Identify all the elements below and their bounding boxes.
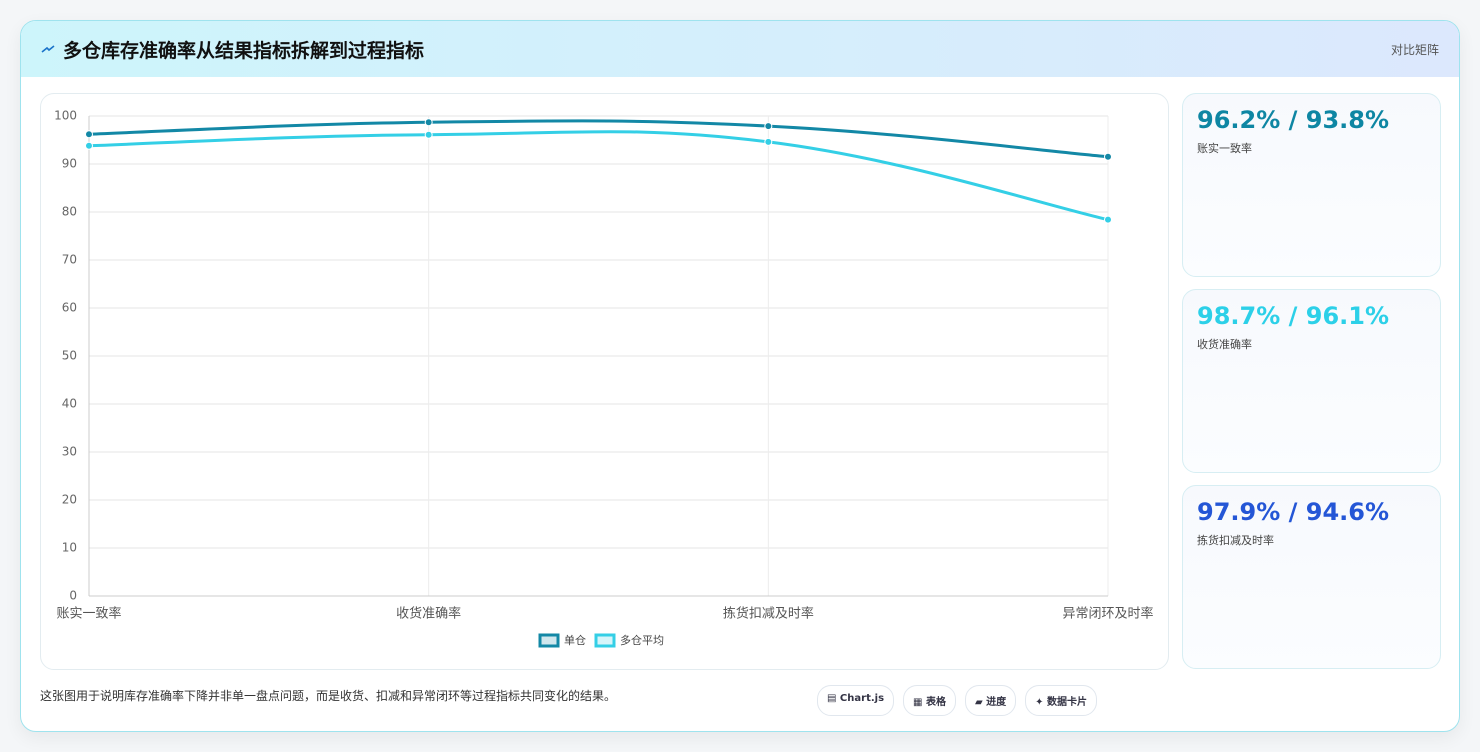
y-tick-label: 10 xyxy=(62,541,77,555)
series-line xyxy=(88,119,1109,159)
kpi-value: 98.7% / 96.1% xyxy=(1197,302,1389,330)
y-tick-label: 50 xyxy=(62,349,77,363)
chip[interactable]: ▰ 进度 xyxy=(964,685,1017,716)
point xyxy=(764,137,773,146)
kpi-label: 账实一致率 xyxy=(1197,142,1252,155)
series-line xyxy=(88,130,1109,222)
x-tick-label: 拣货扣减及时率 xyxy=(723,606,814,622)
chip[interactable]: ✦ 数据卡片 xyxy=(1025,685,1098,716)
y-tick-label: 20 xyxy=(62,493,77,507)
legend-label: 多仓平均 xyxy=(620,633,664,647)
chart-panel: 0 10 20 30 40 50 60 70 80 90 100 账实一致率 收货准确率 拣货扣减及时率 异… xyxy=(40,93,1169,670)
kpi-value: 96.2% / 93.8% xyxy=(1197,106,1389,134)
kpi-value: 97.9% / 94.6% xyxy=(1197,498,1389,526)
x-tick-label: 收货准确率 xyxy=(396,606,461,622)
kpi-card: 98.7% / 96.1% 收货准确率 xyxy=(1182,289,1441,473)
y-tick-label: 60 xyxy=(62,301,77,315)
x-tick-label: 异常闭环及时率 xyxy=(1062,606,1153,622)
icon xyxy=(41,45,55,53)
kpi-card: 97.9% / 94.6% 拣货扣减及时率 xyxy=(1182,485,1441,669)
y-tick-label: 70 xyxy=(62,253,77,267)
point xyxy=(1104,215,1112,224)
y-tick-label: 90 xyxy=(62,157,77,171)
y-tick-label: 40 xyxy=(62,397,77,411)
y-tick-label: 80 xyxy=(62,205,77,219)
chip[interactable]: ▤ Chart.js xyxy=(817,685,895,716)
legend-swatch xyxy=(594,633,616,648)
legend-label: 单仓 xyxy=(564,633,586,647)
y-tick-label: 30 xyxy=(62,445,77,459)
point xyxy=(424,130,433,139)
kpi-label: 收货准确率 xyxy=(1197,338,1252,351)
y-tick-label: 0 xyxy=(69,589,77,603)
chart: 0 10 20 30 40 50 60 70 80 90 100 账实一致率 收货准确率 拣货扣减及时率 异… xyxy=(54,109,1154,648)
tag[interactable]: 对比矩阵 xyxy=(1390,42,1439,57)
x-tick-label: 账实一致率 xyxy=(56,606,121,622)
point xyxy=(85,130,93,139)
note: 这张图用于说明库存准确率下降并非单一盘点问题，而是收货、扣减和异常闭环等过程指标… xyxy=(40,689,617,703)
y-tick-label: 100 xyxy=(54,109,77,123)
legend-swatch xyxy=(538,633,560,648)
chips: ▤ Chart.js ▦ 表格 ▰ 进度 ✦ 数据卡片 xyxy=(817,685,1098,716)
point xyxy=(764,122,773,131)
header: 多仓库存准确率从结果指标拆解到过程指标 对比矩阵 xyxy=(21,21,1459,77)
point xyxy=(1104,152,1112,161)
title: 多仓库存准确率从结果指标拆解到过程指标 xyxy=(63,39,425,62)
card: 多仓库存准确率从结果指标拆解到过程指标 对比矩阵 0 10 20 30 40 50 60 70… xyxy=(20,20,1460,732)
point xyxy=(85,141,93,150)
chip[interactable]: ▦ 表格 xyxy=(903,685,956,716)
kpi-card: 96.2% / 93.8% 账实一致率 xyxy=(1182,93,1441,277)
kpi-label: 拣货扣减及时率 xyxy=(1197,534,1274,547)
point xyxy=(424,118,433,127)
